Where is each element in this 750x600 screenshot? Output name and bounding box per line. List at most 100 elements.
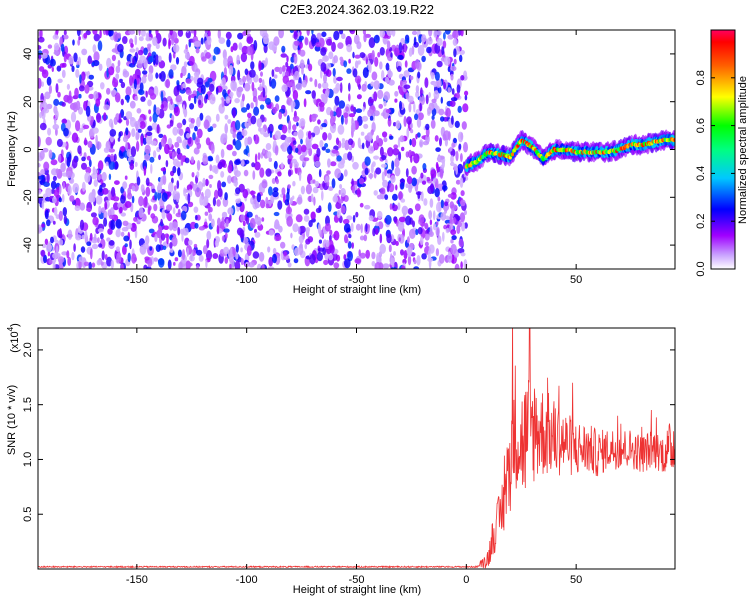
noise-blob <box>93 33 101 42</box>
noise-blob <box>96 112 101 123</box>
noise-blob <box>296 122 299 127</box>
noise-blob <box>93 179 99 187</box>
noise-blob <box>209 126 214 132</box>
noise-blob <box>328 186 334 192</box>
noise-blob <box>329 110 334 118</box>
noise-blob <box>391 204 398 212</box>
noise-blob <box>379 61 383 70</box>
noise-blob <box>461 221 466 232</box>
noise-blob <box>160 103 164 110</box>
noise-blob <box>208 83 215 92</box>
noise-blob <box>327 158 331 168</box>
noise-blob <box>81 234 85 240</box>
noise-blob <box>281 187 286 196</box>
noise-blob <box>45 187 52 197</box>
noise-blob <box>39 150 45 160</box>
noise-blob <box>431 115 435 121</box>
noise-blob <box>338 199 344 204</box>
noise-blob <box>217 217 221 227</box>
noise-blob <box>247 112 252 119</box>
noise-blob <box>97 228 104 233</box>
noise-blob <box>161 192 168 202</box>
noise-blob <box>268 229 275 236</box>
noise-blob <box>382 179 389 188</box>
noise-blob <box>172 165 177 174</box>
noise-blob <box>410 129 414 134</box>
noise-blob <box>103 217 108 227</box>
noise-blob <box>368 173 374 179</box>
noise-blob <box>454 120 460 128</box>
noise-blob <box>131 128 136 138</box>
noise-blob <box>238 42 243 51</box>
snr-x-tick-label: 50 <box>570 574 582 586</box>
noise-blob <box>460 75 465 81</box>
noise-blob <box>428 30 433 37</box>
noise-blob <box>244 122 250 129</box>
noise-blob <box>100 82 105 90</box>
noise-blob <box>124 243 128 248</box>
noise-blob <box>311 113 318 119</box>
noise-blob <box>432 210 436 221</box>
noise-blob <box>288 120 292 130</box>
noise-blob <box>205 93 209 100</box>
noise-blob <box>343 60 348 68</box>
noise-blob <box>86 207 92 212</box>
noise-blob <box>348 146 353 151</box>
noise-blob <box>278 111 283 120</box>
noise-blob <box>38 45 42 50</box>
noise-blob <box>314 78 318 88</box>
noise-blob <box>408 102 412 113</box>
spectrogram-y-tick-label: -40 <box>22 237 34 253</box>
noise-blob <box>154 191 158 201</box>
noise-blob <box>140 184 145 193</box>
noise-blob <box>415 58 420 70</box>
noise-blob <box>200 37 204 45</box>
noise-blob <box>139 55 147 64</box>
noise-blob <box>62 182 66 190</box>
noise-blob <box>206 238 210 249</box>
noise-blob <box>440 199 444 209</box>
noise-blob <box>56 138 63 148</box>
noise-blob <box>379 146 384 157</box>
noise-blob <box>242 220 246 227</box>
noise-blob <box>52 220 56 225</box>
noise-blob <box>320 93 325 99</box>
noise-blob <box>204 81 210 88</box>
noise-blob <box>186 132 191 139</box>
noise-blob <box>63 215 68 225</box>
noise-blob <box>217 161 223 169</box>
noise-blob <box>227 164 233 174</box>
noise-blob <box>309 253 316 265</box>
noise-blob <box>340 187 346 197</box>
noise-blob <box>265 97 271 105</box>
noise-blob <box>81 162 87 170</box>
noise-blob <box>271 69 275 78</box>
noise-blob <box>147 206 151 216</box>
noise-blob <box>367 60 371 71</box>
noise-blob <box>240 52 248 63</box>
noise-blob <box>178 128 184 136</box>
noise-blob <box>362 106 365 112</box>
noise-blob <box>363 123 369 129</box>
noise-blob <box>111 54 116 62</box>
snr-x-ticks: -150 -100 -50 0 50 <box>126 328 582 586</box>
noise-blob <box>132 57 135 66</box>
noise-blob <box>242 31 248 36</box>
noise-blob <box>152 150 157 159</box>
noise-blob <box>398 216 406 223</box>
noise-blob <box>447 66 451 73</box>
spectrogram-x-tick-label: -50 <box>349 274 365 286</box>
noise-blob <box>53 206 58 216</box>
noise-blob <box>44 209 49 220</box>
noise-blob <box>129 48 136 53</box>
noise-blob <box>421 34 427 43</box>
noise-blob <box>100 233 104 240</box>
noise-blob <box>234 159 241 165</box>
noise-blob <box>224 256 229 264</box>
noise-blob <box>462 103 469 113</box>
noise-blob <box>292 195 295 200</box>
noise-blob <box>281 124 288 134</box>
noise-blob <box>171 236 178 247</box>
noise-blob <box>194 125 198 132</box>
noise-blob <box>246 46 253 56</box>
